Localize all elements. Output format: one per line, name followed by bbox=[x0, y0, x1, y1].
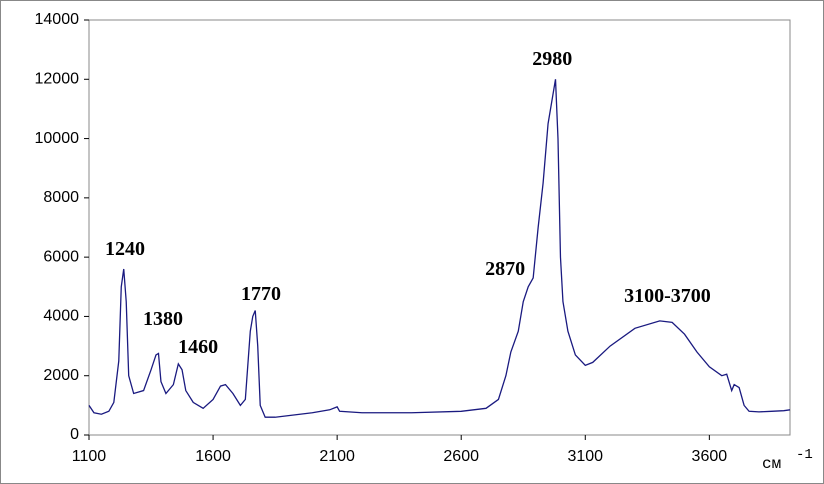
x-tick-label: 3100 bbox=[567, 448, 603, 465]
peak-label: 1770 bbox=[241, 283, 281, 305]
x-tick-label: 3600 bbox=[692, 448, 728, 465]
x-tick-label: 1100 bbox=[72, 448, 107, 465]
peak-label: 1380 bbox=[143, 308, 183, 330]
x-tick-label: 2600 bbox=[443, 448, 479, 465]
peak-label: 1460 bbox=[178, 336, 218, 358]
x-tick-label: 2100 bbox=[319, 448, 355, 465]
peak-label: 2980 bbox=[532, 48, 572, 70]
y-tick-label: 4000 bbox=[43, 308, 79, 325]
y-tick-label: 14000 bbox=[35, 11, 80, 28]
peak-label: 1240 bbox=[105, 238, 145, 260]
spectrum-line bbox=[88, 79, 791, 418]
y-tick-label: 0 bbox=[70, 426, 79, 443]
peak-label: 3100-3700 bbox=[624, 285, 711, 307]
y-tick-label: 2000 bbox=[43, 367, 79, 384]
plot-area bbox=[88, 19, 791, 436]
y-tick-label: 6000 bbox=[43, 248, 79, 265]
y-tick-label: 10000 bbox=[35, 130, 80, 147]
x-axis-label: см bbox=[762, 455, 781, 473]
peak-label: 2870 bbox=[485, 258, 525, 280]
x-axis-label-exponent: -1 bbox=[796, 447, 813, 463]
y-tick-label: 12000 bbox=[35, 71, 80, 88]
x-tick-label: 1600 bbox=[195, 448, 231, 465]
y-tick-label: 8000 bbox=[43, 189, 79, 206]
